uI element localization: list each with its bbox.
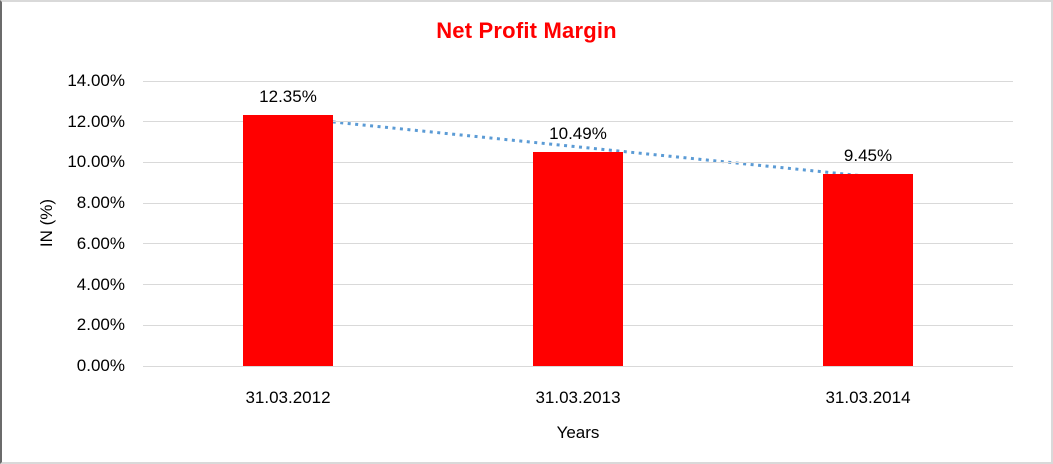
- y-tick-label: 8.00%: [76, 193, 125, 213]
- bar-31.03.2012: [243, 114, 333, 366]
- bar-value-label: 12.35%: [259, 86, 317, 106]
- x-tick-label: 31.03.2014: [825, 388, 911, 407]
- y-tick-label: 12.00%: [67, 111, 125, 131]
- x-tick-label: 31.03.2012: [245, 388, 331, 407]
- bar-value-label: 9.45%: [843, 145, 893, 165]
- gridline: [143, 80, 1013, 82]
- y-tick-label: 6.00%: [76, 233, 125, 253]
- gridline: [143, 121, 1013, 123]
- y-axis-title: IN (%): [37, 198, 56, 248]
- x-tick-label: 31.03.2013: [535, 388, 621, 407]
- x-axis-title: Years: [556, 423, 600, 442]
- y-tick-label: 0.00%: [76, 356, 125, 375]
- bar-31.03.2014: [823, 173, 913, 366]
- plot-area: 12.35% 10.49% 9.45%: [143, 80, 1013, 367]
- y-tick-label: 10.00%: [67, 152, 125, 172]
- bar-value-label: 10.49%: [549, 124, 607, 144]
- y-tick-label: 2.00%: [76, 315, 125, 335]
- y-tick-label: 14.00%: [67, 71, 125, 90]
- y-tick-label: 4.00%: [76, 274, 125, 294]
- bar-31.03.2013: [533, 152, 623, 366]
- gridline: [143, 365, 1013, 367]
- chart-title: Net Profit Margin: [436, 18, 617, 43]
